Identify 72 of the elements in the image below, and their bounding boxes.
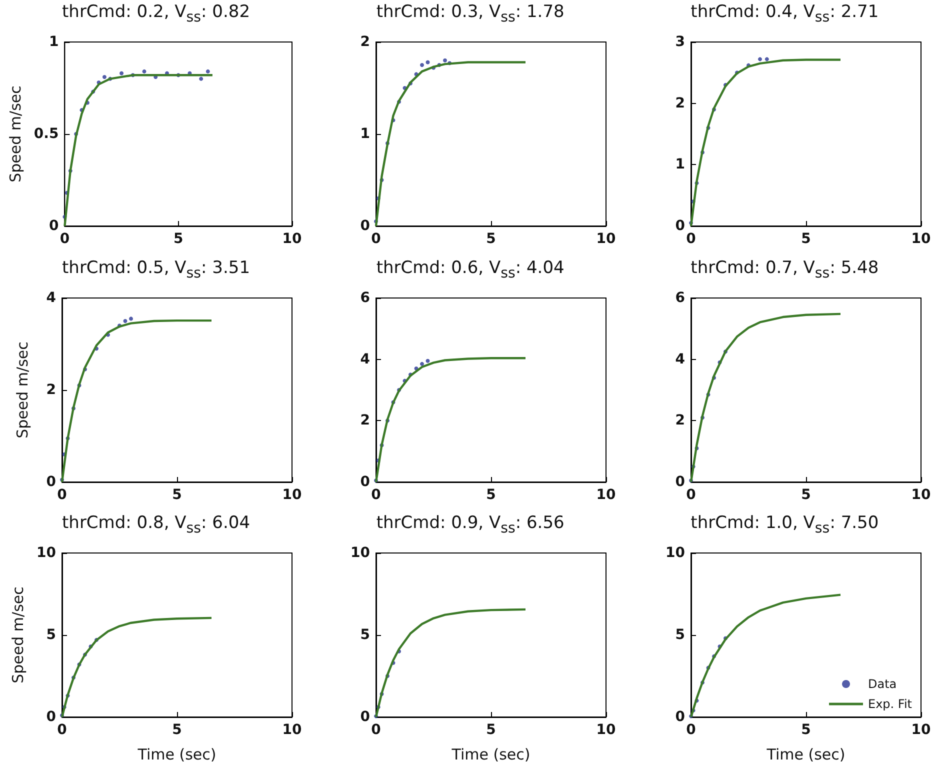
y-tick-label: 5 xyxy=(46,627,56,644)
y-tick-label: 1 xyxy=(360,126,370,142)
y-tick-label: 6 xyxy=(674,290,685,306)
y-tick-label: 3 xyxy=(674,34,685,50)
chart-title: thrCmd: 0.5, V$_{ss}$: 3.51 xyxy=(62,258,252,284)
y-tick-label: 0.5 xyxy=(34,126,59,142)
y-tick-label: 10 xyxy=(665,545,685,562)
chart-title: thrCmd: 0.6, V$_{ss}$: 4.04 xyxy=(376,258,566,284)
x-tick-label: 0 xyxy=(686,486,696,503)
x-tick-label: 5 xyxy=(800,486,811,503)
y-tick-label: 2 xyxy=(46,382,56,398)
x-tick-label: 10 xyxy=(282,231,302,247)
y-axis-title: Speed m/sec xyxy=(6,86,24,182)
x-axis-title: Time (sec) xyxy=(765,746,845,764)
x-tick-label: 5 xyxy=(172,722,182,738)
x-tick-label: 5 xyxy=(172,486,182,503)
y-tick-label: 0 xyxy=(360,474,371,490)
y-tick-label: 0 xyxy=(360,709,371,726)
x-tick-label: 10 xyxy=(282,722,302,738)
x-tick-label: 10 xyxy=(910,486,931,503)
x-tick-label: 10 xyxy=(596,231,616,247)
y-tick-label: 1 xyxy=(674,156,685,173)
x-tick-label: 5 xyxy=(800,231,811,247)
x-axis-title: Time (sec) xyxy=(136,746,216,764)
y-tick-label: 0 xyxy=(674,474,685,490)
x-tick-label: 10 xyxy=(910,722,931,738)
y-tick-label: 6 xyxy=(360,290,370,306)
x-tick-label: 0 xyxy=(686,722,696,738)
y-tick-label: 1 xyxy=(48,34,59,50)
y-tick-label: 5 xyxy=(674,627,685,644)
x-tick-label: 5 xyxy=(486,486,496,503)
y-tick-label: 0 xyxy=(46,709,56,726)
x-tick-label: 0 xyxy=(371,231,382,247)
y-tick-label: 10 xyxy=(36,545,56,562)
chart-title: thrCmd: 0.9, V$_{ss}$: 6.56 xyxy=(376,513,566,539)
y-tick-label: 0 xyxy=(674,709,685,726)
x-axis-title: Time (sec) xyxy=(451,746,531,764)
y-tick-label: 10 xyxy=(350,545,371,562)
y-tick-label: 4 xyxy=(46,290,56,306)
x-tick-label: 5 xyxy=(486,231,496,247)
chart-title: thrCmd: 0.3, V$_{ss}$: 1.78 xyxy=(376,2,566,28)
y-tick-label: 2 xyxy=(674,412,685,428)
chart-title: thrCmd: 0.2, V$_{ss}$: 0.82 xyxy=(62,2,252,28)
y-tick-label: 4 xyxy=(360,350,371,367)
y-tick-label: 0 xyxy=(46,474,56,490)
legend-label: Data xyxy=(868,677,896,692)
y-axis-title: Speed m/sec xyxy=(9,586,28,684)
y-tick-label: 2 xyxy=(674,95,685,112)
chart-title: thrCmd: 0.8, V$_{ss}$: 6.04 xyxy=(62,513,252,539)
x-tick-label: 10 xyxy=(596,486,616,503)
y-tick-label: 2 xyxy=(360,34,370,50)
x-tick-label: 10 xyxy=(910,231,931,247)
chart-title: thrCmd: 0.7, V$_{ss}$: 5.48 xyxy=(690,258,880,284)
y-tick-label: 0 xyxy=(674,218,685,234)
y-tick-label: 5 xyxy=(360,627,370,644)
legend-label: Exp. Fit xyxy=(868,697,912,712)
x-tick-label: 0 xyxy=(371,722,382,738)
y-tick-label: 0 xyxy=(360,218,371,234)
chart-title: thrCmd: 1.0, V$_{ss}$: 7.50 xyxy=(690,513,880,539)
chart-title: thrCmd: 0.4, V$_{ss}$: 2.71 xyxy=(690,2,880,28)
x-tick-label: 5 xyxy=(800,722,811,738)
x-tick-label: 10 xyxy=(282,486,302,503)
x-tick-label: 0 xyxy=(686,231,696,247)
x-tick-label: 10 xyxy=(596,722,616,738)
y-tick-label: 4 xyxy=(674,350,685,367)
x-tick-label: 5 xyxy=(173,231,184,247)
y-tick-label: 2 xyxy=(360,412,370,428)
x-tick-label: 0 xyxy=(60,231,70,247)
y-tick-label: 0 xyxy=(48,218,59,234)
x-tick-label: 5 xyxy=(486,722,496,738)
x-tick-label: 0 xyxy=(371,486,382,503)
y-axis-title: Speed m/sec xyxy=(14,341,32,438)
